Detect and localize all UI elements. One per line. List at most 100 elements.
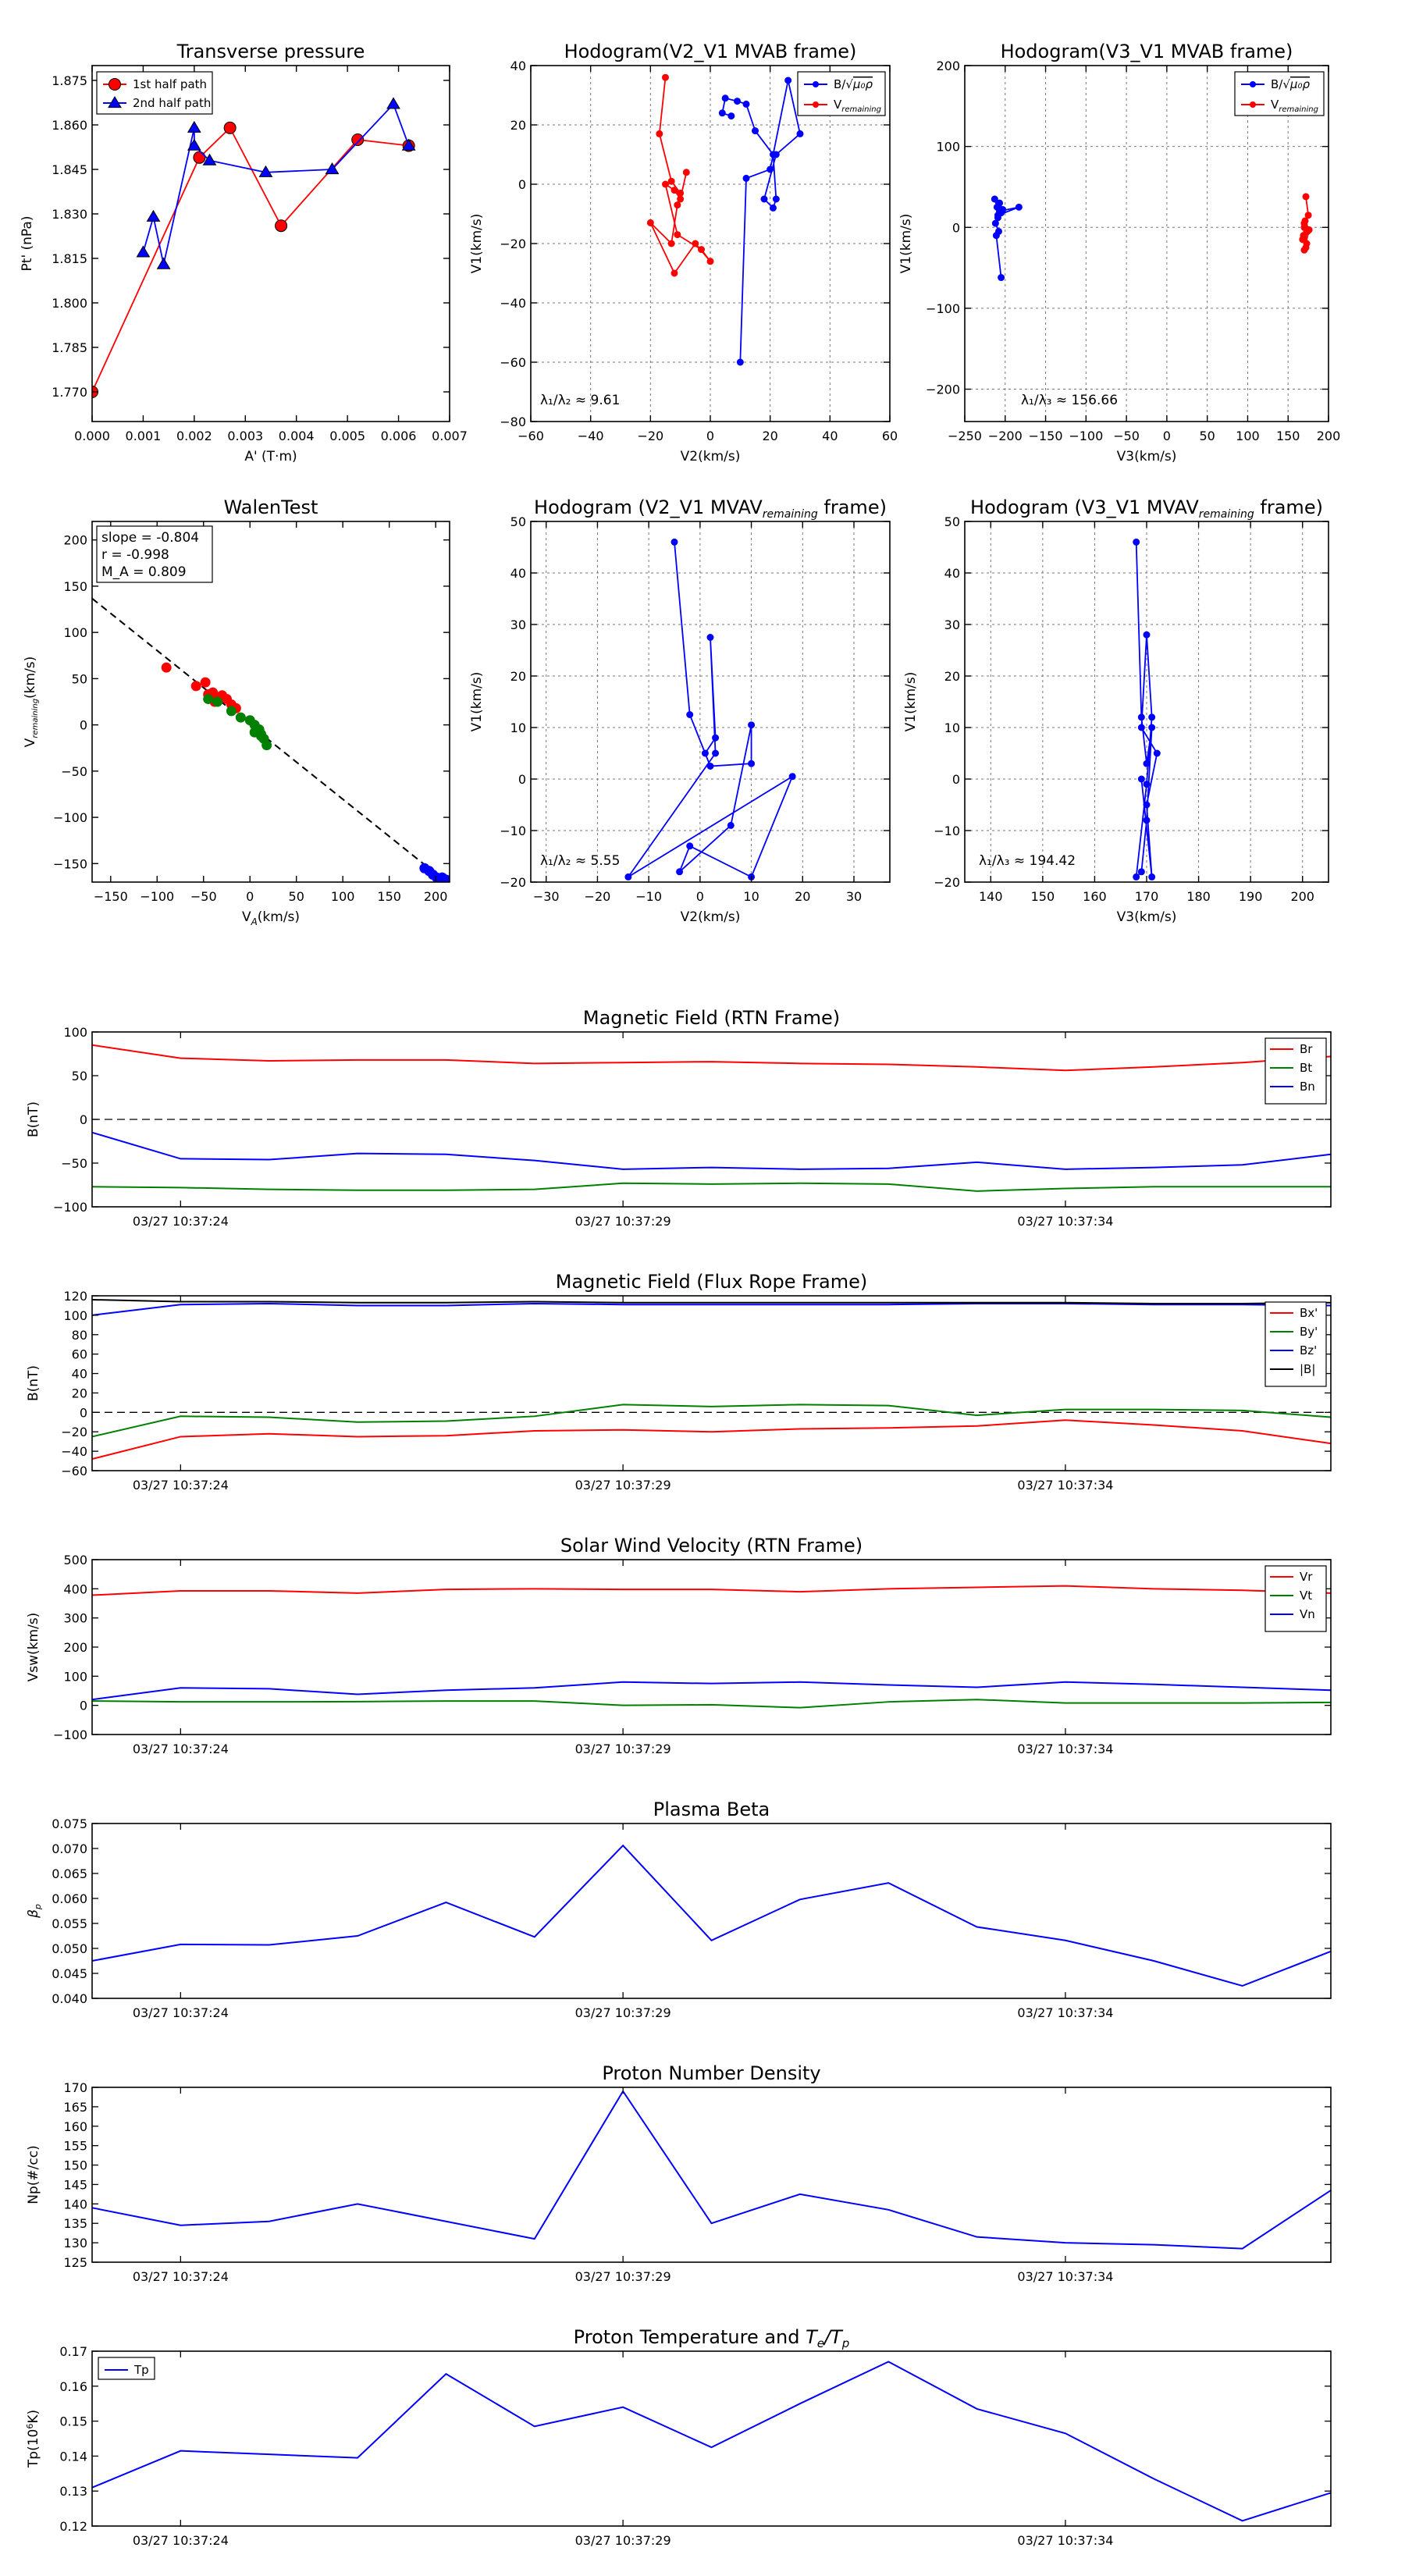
data-point xyxy=(674,201,681,209)
y-tick-label: 0 xyxy=(518,772,526,787)
legend-label: 2nd half path xyxy=(133,96,211,110)
chart-title: Proton Number Density xyxy=(602,2062,820,2084)
y-tick-label: 1.770 xyxy=(52,385,87,400)
data-point xyxy=(1153,749,1161,757)
y-tick-label: 1.800 xyxy=(52,296,87,311)
plot-frame xyxy=(91,2350,1332,2527)
data-point xyxy=(727,821,735,829)
data-point xyxy=(748,721,756,729)
data-point xyxy=(156,257,171,269)
data-point xyxy=(261,740,272,751)
y-tick-label: 0 xyxy=(952,220,960,235)
data-point xyxy=(1302,193,1310,201)
x-tick-label: 40 xyxy=(822,429,838,443)
chart-title: Transverse pressure xyxy=(176,41,365,62)
x-tick-label: −100 xyxy=(1069,429,1103,443)
y-tick-label: 60 xyxy=(72,1347,87,1362)
stats-line: M_A = 0.809 xyxy=(101,564,187,580)
y-tick-label: 50 xyxy=(510,514,526,529)
y-tick-label: 140 xyxy=(63,2197,87,2211)
x-tick-label: 50 xyxy=(1199,429,1215,443)
data-point xyxy=(676,868,684,876)
y-tick-label: 150 xyxy=(63,2158,87,2173)
data-point xyxy=(994,227,1002,235)
y-tick-label: 50 xyxy=(72,671,87,686)
data-point xyxy=(1137,868,1145,876)
x-tick-label: 160 xyxy=(1083,889,1107,904)
y-axis-label: Vremaining(km/s) xyxy=(23,656,40,748)
x-tick-label: 0 xyxy=(696,889,704,904)
y-tick-label: 40 xyxy=(944,566,960,581)
data-point xyxy=(662,73,669,81)
data-point xyxy=(796,130,804,137)
x-tick-label: 100 xyxy=(331,889,355,904)
chart-title: Solar Wind Velocity (RTN Frame) xyxy=(560,1535,863,1557)
y-tick-label: 10 xyxy=(944,720,960,735)
series-line-|b| xyxy=(91,1298,1332,1304)
y-tick-label: 0.12 xyxy=(59,2519,87,2534)
y-tick-label: 0.13 xyxy=(59,2484,87,2499)
y-tick-label: 100 xyxy=(63,1308,87,1323)
legend-label: B/√μ₀ρ xyxy=(834,77,873,91)
stats-line: r = -0.998 xyxy=(101,547,169,563)
y-tick-label: −10 xyxy=(500,824,526,838)
data-point xyxy=(443,875,450,882)
data-point xyxy=(161,662,172,673)
y-tick-label: 200 xyxy=(936,59,960,73)
y-tick-label: −80 xyxy=(500,415,526,429)
legend-box xyxy=(98,2357,155,2380)
x-tick-label: 0 xyxy=(706,429,714,443)
y-tick-label: 500 xyxy=(63,1553,87,1567)
chart-title: Magnetic Field (RTN Frame) xyxy=(583,1007,840,1029)
legend-marker xyxy=(1250,101,1256,108)
x-tick-label: 0.000 xyxy=(74,429,110,443)
legend-label: Bt xyxy=(1300,1061,1312,1075)
y-tick-label: 30 xyxy=(944,617,960,632)
chart-title: Hodogram (V2_V1 MVAVremaining frame) xyxy=(534,496,887,521)
data-point xyxy=(682,169,690,176)
x-tick-label: −50 xyxy=(1113,429,1140,443)
y-tick-label: 0 xyxy=(518,177,526,192)
y-axis-label: Vsw(km/s) xyxy=(26,1613,41,1682)
y-tick-label: 20 xyxy=(510,118,526,133)
x-tick-label: 0.006 xyxy=(381,429,417,443)
x-tick-label: 03/27 10:37:24 xyxy=(133,1478,229,1493)
x-tick-label: 20 xyxy=(762,429,777,443)
x-tick-label: 03/27 10:37:29 xyxy=(575,1214,671,1229)
legend-label: Vremaining xyxy=(1271,98,1318,114)
legend-marker xyxy=(813,81,819,87)
x-tick-label: 60 xyxy=(882,429,898,443)
y-tick-label: 0.050 xyxy=(52,1941,87,1956)
x-tick-label: 200 xyxy=(1290,889,1314,904)
x-axis-label: VA(km/s) xyxy=(242,909,300,927)
y-tick-label: −60 xyxy=(500,355,526,370)
x-tick-label: 0.007 xyxy=(432,429,468,443)
x-tick-label: 0.003 xyxy=(227,429,263,443)
x-tick-label: 03/27 10:37:29 xyxy=(575,2533,671,2548)
data-point xyxy=(1301,217,1309,225)
x-axis-label: A' (T·m) xyxy=(244,449,297,464)
data-point xyxy=(1300,246,1308,254)
y-tick-label: 0.17 xyxy=(59,2344,87,2359)
data-point xyxy=(656,130,663,137)
data-point xyxy=(991,195,998,203)
x-tick-label: 03/27 10:37:29 xyxy=(575,1742,671,1756)
x-tick-label: 150 xyxy=(377,889,401,904)
data-point xyxy=(670,269,678,277)
series-line-np xyxy=(91,2090,1332,2250)
data-point xyxy=(1143,781,1151,788)
y-tick-label: 145 xyxy=(63,2177,87,2192)
y-tick-label: 1.875 xyxy=(52,73,87,88)
x-tick-label: 200 xyxy=(424,889,448,904)
legend-label: Vn xyxy=(1300,1607,1315,1621)
data-point xyxy=(706,258,714,265)
series-line-bn xyxy=(91,1131,1332,1170)
data-point xyxy=(770,151,777,158)
stats-box xyxy=(96,525,213,583)
legend-label: Vt xyxy=(1300,1589,1312,1603)
y-tick-label: 0.065 xyxy=(52,1866,87,1881)
x-axis-label: V2(km/s) xyxy=(681,909,741,925)
x-tick-label: 03/27 10:37:24 xyxy=(133,2269,229,2284)
y-axis-label: B(nT) xyxy=(26,1101,41,1137)
